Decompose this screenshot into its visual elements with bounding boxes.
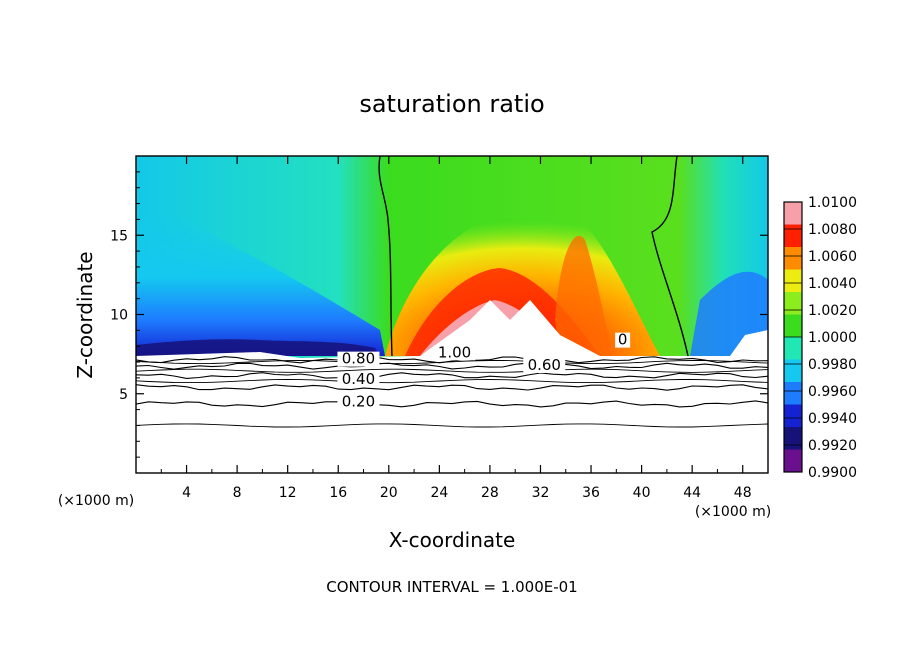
colorbar-label: 0.9920 <box>808 438 857 454</box>
contour-label: 0 <box>618 331 628 349</box>
colorbar-label: 0.9940 <box>808 411 857 427</box>
colorbar-label: 1.0100 <box>808 195 857 211</box>
y-axis: 5 10 15 <box>110 171 768 458</box>
x-tick-label: 16 <box>329 485 347 501</box>
contour-line-minor <box>136 368 768 373</box>
x-axis-label: X-coordinate <box>389 528 516 552</box>
x-tick-label: 4 <box>182 485 191 501</box>
contour-label-bg <box>337 394 380 410</box>
contour-line-minor <box>136 360 768 365</box>
contour-interval-note: CONTOUR INTERVAL = 1.000E-01 <box>326 578 577 596</box>
colorbar-swatch <box>784 382 802 405</box>
x-tick-label: 44 <box>683 485 701 501</box>
x-tick-label: 40 <box>633 485 651 501</box>
unsaturated-blanking <box>136 300 768 473</box>
dense-blue-band <box>136 339 380 356</box>
colorbar-label: 1.0040 <box>808 276 857 292</box>
colorbar-swatch <box>784 202 802 225</box>
contour-labels: 0.80 1.00 0.60 0.40 0.20 0 <box>337 331 631 410</box>
contour-lines <box>136 356 768 428</box>
contour-label-bg <box>523 357 566 373</box>
x-tick-label: 36 <box>582 485 600 501</box>
colorbar-label: 1.0060 <box>808 249 857 265</box>
x-tick-label: 28 <box>481 485 499 501</box>
contour-label: 0.20 <box>342 392 375 410</box>
cool-region-left <box>136 213 385 356</box>
contour-label-bg <box>433 345 476 361</box>
colorbar-swatch <box>784 449 802 472</box>
y-tick-label: 5 <box>119 387 128 403</box>
x-unit-right: (×1000 m) <box>695 504 771 520</box>
contour-line <box>136 362 768 370</box>
contour-line <box>136 372 768 379</box>
colorbar-label: 0.9980 <box>808 357 857 373</box>
x-tick-label: 24 <box>430 485 448 501</box>
colorbar-swatch <box>784 292 802 315</box>
x-tick-label: 8 <box>233 485 242 501</box>
contour-line <box>136 384 768 391</box>
colorbar-swatch <box>784 224 802 247</box>
x-axis: 4 8 12 16 20 24 28 32 36 40 44 48 <box>160 156 752 501</box>
y-tick-label: 10 <box>110 308 128 324</box>
x-tick-label: 32 <box>532 485 550 501</box>
colorbar-swatch <box>784 337 802 360</box>
colorbar-swatch <box>784 404 802 427</box>
colorbar-label: 1.0080 <box>808 222 857 238</box>
plot-area: 0.80 1.00 0.60 0.40 0.20 0 <box>136 156 768 473</box>
colorbar-swatch <box>784 269 802 292</box>
contour-label: 0.60 <box>528 356 561 374</box>
y-axis-label: Z-coordinate <box>73 251 97 378</box>
saturation-contour-right <box>651 156 689 357</box>
colorbar-swatch <box>784 314 802 337</box>
contour-line <box>136 356 768 364</box>
peak-spike <box>555 235 612 356</box>
contour-label: 0.40 <box>342 370 375 388</box>
colorbar-label: 0.9900 <box>808 465 857 481</box>
x-tick-label: 48 <box>734 485 752 501</box>
contour-label: 0.80 <box>342 350 375 368</box>
contour-line-minor <box>136 379 768 384</box>
contour-line <box>136 400 768 408</box>
colorbar-swatch <box>784 247 802 270</box>
x-unit-left: (×1000 m) <box>58 493 134 509</box>
contour-line-minor <box>136 423 768 428</box>
contour-label-bg <box>337 372 380 388</box>
saturation-contour-left <box>378 156 393 357</box>
contour-label-bg <box>615 332 631 348</box>
colorbar-label: 1.0020 <box>808 303 857 319</box>
colorbar: 1.0100 1.0080 1.0060 1.0040 1.0020 1.0000 0.99… <box>783 195 857 481</box>
contour-label: 1.00 <box>438 343 471 361</box>
colorbar-label: 1.0000 <box>808 330 857 346</box>
colorbar-label: 0.9960 <box>808 384 857 400</box>
x-tick-label: 20 <box>380 485 398 501</box>
colorbar-swatch <box>784 359 802 382</box>
y-tick-label: 15 <box>110 228 128 244</box>
x-tick-label: 12 <box>279 485 297 501</box>
colorbar-swatch <box>784 427 802 450</box>
chart-title: saturation ratio <box>359 90 544 118</box>
contour-label-bg <box>337 351 380 367</box>
